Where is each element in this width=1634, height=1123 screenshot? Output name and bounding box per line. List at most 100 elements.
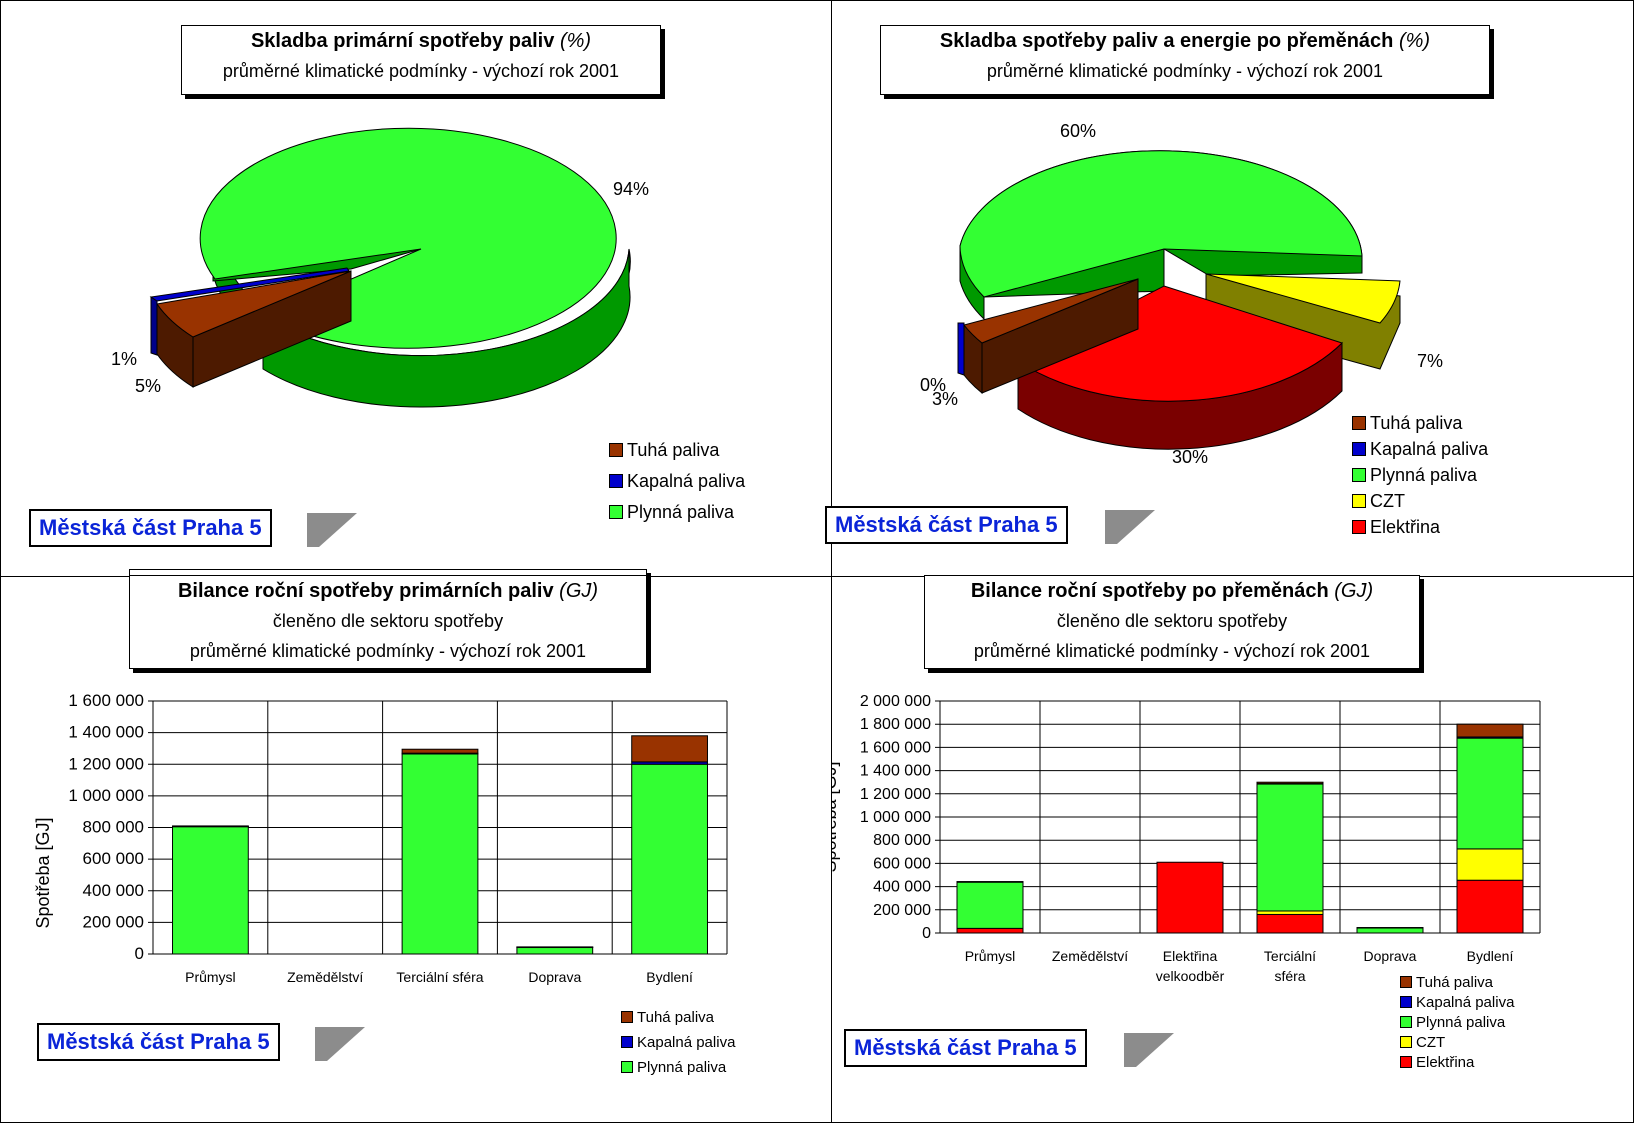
pie-slice-kapalna-paliva	[149, 267, 350, 302]
legend-item-tuha-paliva: Tuhá paliva	[609, 437, 745, 463]
pie-slice-plynna-paliva	[959, 150, 1363, 298]
x-tick-label: Zemědělství	[1052, 948, 1128, 964]
district-label-text: Městská část Praha 5	[844, 1029, 1087, 1067]
legend-swatch	[1400, 1056, 1412, 1068]
bar-segment-tercialni-sfera-tuha-paliva	[1256, 781, 1324, 785]
chart-title-box: Bilance roční spotřeby po přeměnách (GJ)…	[924, 575, 1420, 669]
y-tick-label: 1 600 000	[68, 691, 144, 710]
chart-title-box: Skladba spotřeby paliv a energie po přem…	[880, 25, 1490, 95]
chart-title-unit: (GJ)	[559, 580, 599, 602]
legend-swatch	[1352, 494, 1366, 508]
legend-item-tuha-paliva: Tuhá paliva	[1400, 973, 1514, 993]
legend-item-kapalna-paliva: Kapalná paliva	[1400, 993, 1514, 1013]
bar-segment-tercialni-sfera-elektrina	[1256, 913, 1324, 934]
district-label-arrow	[307, 513, 357, 547]
chart-subtitle: členěno dle sektoru spotřeby	[1056, 611, 1288, 631]
bar-segment-elektrina-velkoodber-elektrina	[1156, 861, 1224, 934]
chart-subtitle: členěno dle sektoru spotřeby	[272, 611, 504, 631]
legend-swatch	[1400, 976, 1412, 988]
x-tick-label: velkoodběr	[1156, 968, 1225, 984]
legend-item-plynna-paliva: Plynná paliva	[621, 1055, 735, 1080]
pie-label-kapalna-paliva: 0%	[920, 375, 946, 395]
legend-swatch	[1352, 416, 1366, 430]
legend-item-plynna-paliva: Plynná paliva	[609, 499, 745, 525]
pie-label-plynna-paliva: 60%	[1060, 121, 1096, 141]
x-tick-label: Doprava	[528, 969, 581, 985]
bars	[172, 735, 708, 955]
y-tick-label: 1 000 000	[68, 786, 144, 805]
pie-chart-conversion: 60% 7% 30% 0% 3%	[920, 121, 1443, 467]
bar-segment-bydleni-plynna-paliva	[1456, 737, 1524, 850]
y-tick-label: 0	[922, 925, 931, 942]
chart-title: Skladba primární spotřeby paliv	[250, 30, 555, 52]
legend-item-plynna-paliva: Plynná paliva	[1352, 462, 1488, 488]
legend-item-elektrina: Elektřina	[1352, 514, 1488, 540]
bar-chart-primary: 0 200 000 400 000 600 000 800 000 1 000 000 1 …	[33, 691, 728, 985]
pie-label-czt: 7%	[1417, 351, 1443, 371]
chart-title-unit: (%)	[1398, 30, 1431, 52]
gridlines	[935, 700, 1541, 934]
district-label-arrow	[315, 1027, 365, 1061]
bar-segment-doprava-plynna-paliva	[1356, 927, 1424, 934]
legend-swatch	[609, 505, 623, 519]
bar-segment-prumysl-plynna-paliva	[172, 826, 249, 955]
chart-legend: Tuhá paliva Kapalná paliva Plynná paliva…	[1400, 973, 1514, 1073]
bar-segment-doprava-kapalna-paliva	[1356, 927, 1424, 929]
pie-slice-plynna-paliva	[199, 127, 617, 349]
chart-title: Bilance roční spotřeby primárních paliv	[177, 580, 554, 602]
y-tick-label: 600 000	[83, 849, 144, 868]
legend-swatch	[1352, 442, 1366, 456]
district-label-text: Městská část Praha 5	[29, 509, 272, 547]
y-tick-label: 800 000	[873, 832, 931, 849]
y-axis-label: Spotřeba [GJ]	[33, 817, 53, 928]
x-tick-label: sféra	[1274, 968, 1305, 984]
chart-subtitle: průměrné klimatické podmínky - výchozí r…	[986, 61, 1384, 81]
bar-segment-prumysl-tuha-paliva	[956, 881, 1024, 883]
bar-segment-tercialni-sfera-plynna-paliva	[1256, 783, 1324, 912]
bar-segment-doprava-plynna-paliva	[516, 946, 594, 955]
district-label-text: Městská část Praha 5	[37, 1023, 280, 1061]
legend-swatch	[1352, 468, 1366, 482]
y-tick-label: 400 000	[83, 881, 144, 900]
district-label-arrow	[1124, 1033, 1174, 1067]
legend-item-kapalna-paliva: Kapalná paliva	[1352, 436, 1488, 462]
y-tick-label: 1 200 000	[68, 754, 144, 773]
chart-title-box-inner: Bilance roční spotřeby primárních paliv …	[129, 575, 647, 669]
y-tick-label: 1 400 000	[860, 763, 931, 780]
pie-label-tuha-paliva: 5%	[135, 376, 161, 396]
y-tick-label: 600 000	[873, 855, 931, 872]
y-tick-label: 400 000	[873, 879, 931, 896]
legend-item-czt: CZT	[1352, 488, 1488, 514]
pie-slice-kapalna-paliva-side	[150, 296, 158, 356]
bar-segment-prumysl-plynna-paliva	[956, 881, 1024, 929]
x-tick-label: Průmysl	[185, 969, 236, 985]
bar-segment-bydleni-czt	[1456, 848, 1524, 881]
chart-subtitle-2: průměrné klimatické podmínky - výchozí r…	[189, 641, 587, 661]
chart-title: Skladba spotřeby paliv a energie po přem…	[939, 30, 1394, 52]
y-tick-labels: 0 200 000 400 000 600 000 800 000 1 000 000 1 …	[68, 691, 144, 963]
x-tick-label: Elektřina	[1163, 948, 1218, 964]
y-tick-label: 200 000	[83, 912, 144, 931]
chart-legend: Tuhá paliva Kapalná paliva Plynná paliva…	[1352, 410, 1488, 540]
y-tick-label: 1 600 000	[860, 739, 931, 756]
legend-swatch	[609, 443, 623, 457]
bar-segment-bydleni-plynna-paliva	[631, 763, 708, 955]
x-tick-label: Bydlení	[646, 969, 693, 985]
legend-swatch	[1400, 1016, 1412, 1028]
primary-fuels-pie-panel: Skladba primární spotřeby paliv (%) prům…	[0, 0, 832, 577]
bar-segment-tercialni-sfera-czt	[1256, 910, 1324, 915]
legend-swatch	[609, 474, 623, 488]
y-tick-label: 0	[135, 944, 144, 963]
y-tick-label: 1 800 000	[860, 716, 931, 733]
bar-segment-bydleni-tuha-paliva	[631, 735, 708, 763]
chart-title-unit: (%)	[559, 30, 592, 52]
y-tick-label: 1 400 000	[68, 723, 144, 742]
district-label-text: Městská část Praha 5	[825, 506, 1068, 544]
legend-swatch	[1400, 1036, 1412, 1048]
legend-item-tuha-paliva: Tuhá paliva	[621, 1005, 735, 1030]
x-tick-label: Průmysl	[965, 948, 1016, 964]
x-tick-label: Doprava	[1364, 948, 1417, 964]
legend-swatch	[621, 1011, 633, 1023]
pie-label-tuha-paliva: 3%	[932, 389, 958, 409]
chart-legend: Tuhá paliva Kapalná paliva Plynná paliva	[621, 1005, 735, 1080]
